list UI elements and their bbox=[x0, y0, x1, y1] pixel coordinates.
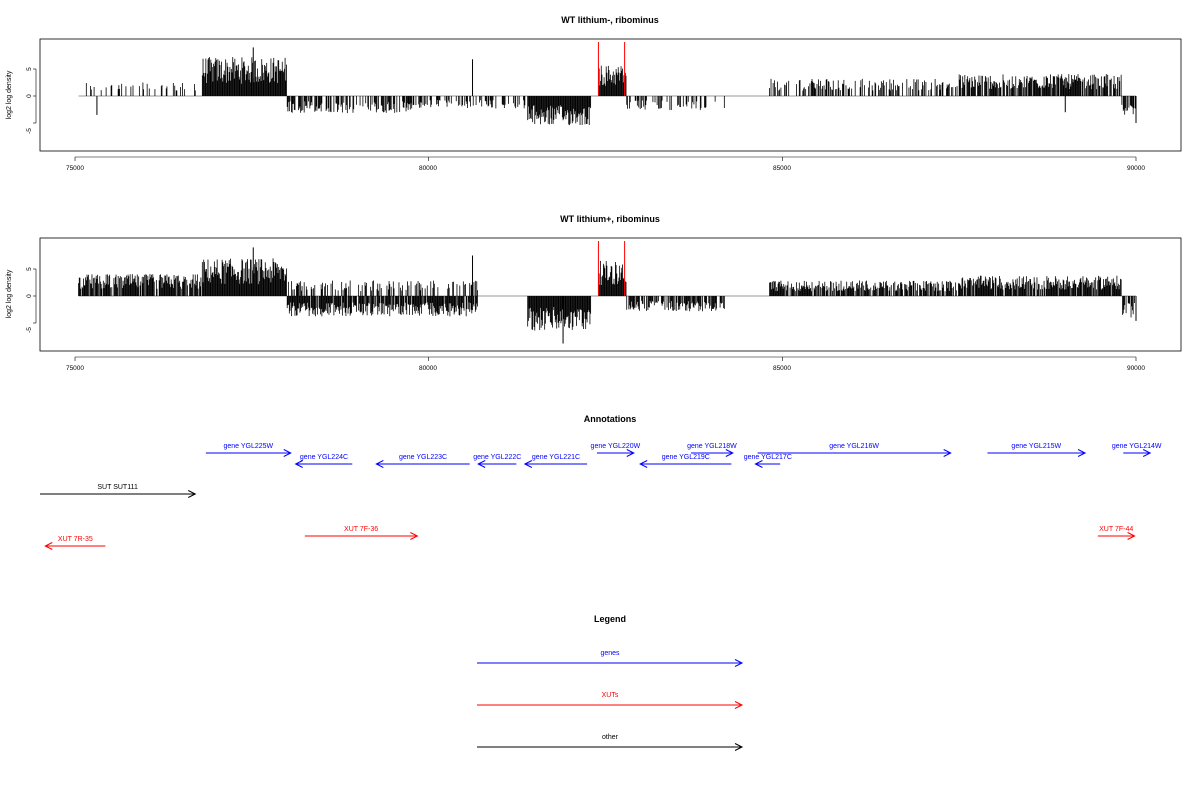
panel-1-xtick-label: 90000 bbox=[1127, 165, 1145, 172]
panel-1-axes: 75000 80000 85000 90000 -5 0 5 bbox=[26, 67, 1145, 172]
legend-title: Legend bbox=[594, 614, 626, 624]
annotation-feature: gene YGL222C bbox=[473, 454, 521, 468]
panel-2-ylabel: log2 log density bbox=[6, 269, 13, 318]
annotation-label: XUT 7R-35 bbox=[58, 536, 93, 543]
annotation-arrow-arrowhead bbox=[639, 460, 648, 468]
panel-1-xtick-label: 80000 bbox=[419, 165, 437, 172]
annotation-arrow-arrowhead bbox=[477, 460, 486, 468]
legend-arrow-arrowhead bbox=[734, 743, 744, 751]
annotation-label: gene YGL220W bbox=[591, 443, 641, 450]
annotation-arrow-arrowhead bbox=[1077, 449, 1087, 457]
annotation-arrow-arrowhead bbox=[523, 460, 533, 468]
annotation-label: gene YGL223C bbox=[399, 454, 447, 461]
annotation-feature: XUT 7R-35 bbox=[44, 536, 106, 550]
annotation-label: XUT 7F-36 bbox=[344, 526, 378, 533]
panel-2-axes: 75000 80000 85000 90000 -5 0 5 bbox=[26, 267, 1145, 372]
annotation-label: gene YGL222C bbox=[473, 454, 521, 461]
annotation-label: gene YGL218W bbox=[687, 443, 737, 450]
panel-1-frame bbox=[39, 38, 1182, 152]
annotation-feature: gene YGL216W bbox=[757, 443, 952, 457]
panel-2-xtick-label: 85000 bbox=[773, 365, 791, 372]
annotation-arrow-arrowhead bbox=[943, 449, 952, 457]
annotation-arrow-arrowhead bbox=[294, 460, 303, 468]
annotation-feature: XUT 7F-44 bbox=[1097, 526, 1136, 540]
annotation-arrow-arrowhead bbox=[1127, 532, 1136, 540]
panel-1-ytick-label: 5 bbox=[26, 67, 33, 71]
annotation-feature: gene YGL221C bbox=[523, 454, 588, 468]
legend-arrow-arrowhead bbox=[734, 659, 744, 667]
panel-1-ytick-label: -5 bbox=[26, 128, 33, 134]
annotation-feature: gene YGL224C bbox=[294, 454, 353, 468]
panel-1-xtick-label: 85000 bbox=[773, 165, 791, 172]
legend-label: other bbox=[602, 734, 619, 741]
annotation-features: gene YGL225W gene YGL224C gene YGL223C gene… bbox=[40, 443, 1162, 550]
annotation-label: gene YGL214W bbox=[1112, 443, 1162, 450]
legend-label: XUTs bbox=[602, 692, 619, 699]
panel-2-frame bbox=[39, 237, 1182, 352]
annotation-arrow-arrowhead bbox=[754, 460, 763, 468]
panel-2-title: WT lithium+, ribominus bbox=[560, 214, 660, 224]
annotation-arrow-arrowhead bbox=[725, 449, 734, 457]
panel-2-ytick-label: 0 bbox=[26, 294, 33, 298]
annotation-feature: gene YGL220W bbox=[591, 443, 641, 457]
annotation-arrow-arrowhead bbox=[1142, 449, 1152, 457]
annotation-feature: gene YGL215W bbox=[987, 443, 1087, 457]
annotation-feature: SUT SUT111 bbox=[40, 484, 197, 498]
legend-arrow-arrowhead bbox=[734, 701, 744, 709]
panel-1-ytick-label: 0 bbox=[26, 94, 33, 98]
legend-item: other bbox=[477, 734, 744, 751]
annotation-feature: gene YGL218W bbox=[687, 443, 737, 457]
legend-label: genes bbox=[600, 650, 620, 657]
panel-1-title: WT lithium-, ribominus bbox=[561, 15, 659, 25]
panel-1-xtick-label: 75000 bbox=[66, 165, 84, 172]
annotation-arrow-arrowhead bbox=[188, 490, 197, 498]
annotation-label: gene YGL224C bbox=[300, 454, 348, 461]
annotation-label: SUT SUT111 bbox=[97, 484, 138, 491]
annotation-arrow-arrowhead bbox=[410, 532, 419, 540]
annotation-label: gene YGL221C bbox=[532, 454, 580, 461]
legend-item: genes bbox=[477, 650, 744, 667]
annotation-feature: gene YGL223C bbox=[375, 454, 470, 468]
coverage-panel-2: WT lithium+, ribominus log2 log density … bbox=[6, 214, 1182, 372]
panel-2-xtick-label: 75000 bbox=[66, 365, 84, 372]
panel-2-bars bbox=[78, 241, 1137, 344]
panel-1-ylabel: log2 log density bbox=[6, 70, 13, 119]
annotation-feature: gene YGL217C bbox=[744, 454, 792, 468]
annotation-feature: gene YGL214W bbox=[1112, 443, 1162, 457]
coverage-panel-1: WT lithium-, ribominus log2 log density … bbox=[6, 15, 1182, 172]
annotation-arrow-arrowhead bbox=[44, 542, 53, 550]
panel-1-bars bbox=[78, 42, 1137, 126]
annotation-label: gene YGL225W bbox=[223, 443, 273, 450]
panel-2-xtick-label: 80000 bbox=[419, 365, 437, 372]
panel-2-ytick-label: -5 bbox=[26, 327, 33, 333]
panel-2-xtick-label: 90000 bbox=[1127, 365, 1145, 372]
annotation-arrow-arrowhead bbox=[626, 449, 635, 457]
annotation-label: XUT 7F-44 bbox=[1099, 526, 1133, 533]
annotations-title: Annotations bbox=[584, 414, 637, 424]
annotation-arrow-arrowhead bbox=[375, 460, 384, 468]
legend-item: XUTs bbox=[477, 692, 744, 709]
annotation-feature: gene YGL219C bbox=[639, 454, 732, 468]
annotation-feature: gene YGL225W bbox=[205, 443, 292, 457]
annotation-label: gene YGL216W bbox=[829, 443, 879, 450]
legend: Legend genes XUTs other bbox=[477, 614, 744, 751]
annotation-arrow-arrowhead bbox=[283, 449, 292, 457]
legend-items: genes XUTs other bbox=[477, 650, 744, 751]
annotation-label: gene YGL219C bbox=[662, 454, 710, 461]
panel-2-ytick-label: 5 bbox=[26, 267, 33, 271]
annotation-feature: XUT 7F-36 bbox=[304, 526, 419, 540]
annotation-label: gene YGL215W bbox=[1011, 443, 1061, 450]
annotation-label: gene YGL217C bbox=[744, 454, 792, 461]
